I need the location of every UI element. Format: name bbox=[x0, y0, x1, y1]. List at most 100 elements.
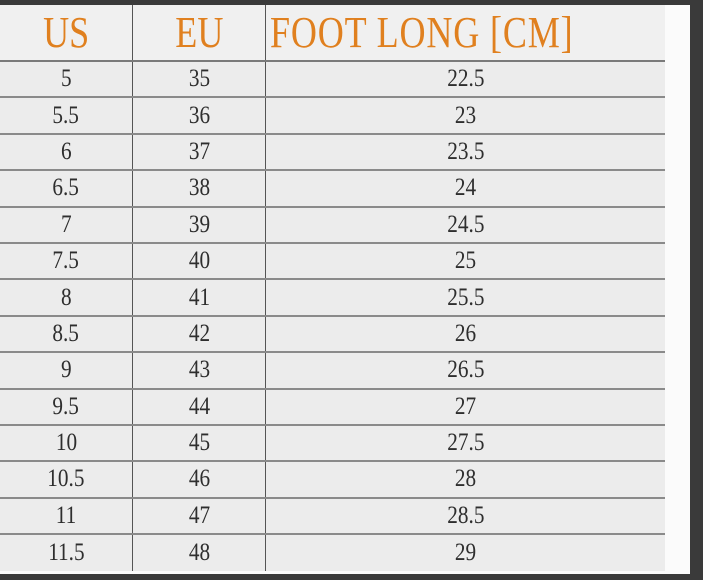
cell-eu: 47 bbox=[133, 498, 266, 534]
cell-eu: 41 bbox=[133, 280, 266, 315]
table-row: 8 41 25.5 bbox=[0, 280, 665, 317]
cell-us-value: 7.5 bbox=[52, 247, 80, 275]
cell-eu: 37 bbox=[133, 134, 266, 170]
cell-us: 10.5 bbox=[0, 462, 133, 497]
cell-cm: 23 bbox=[266, 98, 665, 132]
header-us: US bbox=[0, 5, 133, 60]
table-row: 9.5 44 27 bbox=[0, 389, 665, 426]
cell-us: 6 bbox=[0, 134, 133, 170]
cell-us-value: 9.5 bbox=[52, 392, 80, 420]
cell-cm-value: 23.5 bbox=[446, 137, 485, 165]
cell-eu-value: 37 bbox=[188, 137, 210, 165]
table-row: 5 35 22.5 bbox=[0, 62, 665, 99]
cell-eu-value: 45 bbox=[188, 429, 210, 457]
size-chart-sheet: US EU FOOT LONG [CM] 5 35 22.5 5.5 36 23 6 37 23… bbox=[0, 5, 690, 574]
cell-eu-value: 47 bbox=[188, 501, 210, 529]
cell-cm: 27 bbox=[266, 390, 665, 424]
cell-cm-value: 24 bbox=[454, 174, 477, 202]
cell-us-value: 6.5 bbox=[52, 174, 80, 202]
cell-us: 5.5 bbox=[0, 98, 133, 133]
cell-eu: 45 bbox=[133, 425, 266, 461]
cell-eu-value: 36 bbox=[188, 101, 210, 129]
cell-eu-value: 43 bbox=[188, 356, 210, 384]
cell-eu: 40 bbox=[133, 243, 266, 279]
cell-cm-value: 28 bbox=[454, 465, 477, 493]
cell-cm: 29 bbox=[266, 535, 665, 571]
cell-us: 7 bbox=[0, 207, 133, 242]
cell-eu: 42 bbox=[133, 316, 266, 352]
cell-cm: 24.5 bbox=[266, 208, 665, 242]
cell-us-value: 11 bbox=[55, 501, 77, 529]
cell-cm: 25 bbox=[266, 244, 665, 278]
cell-us-value: 8 bbox=[60, 283, 72, 311]
cell-us: 8 bbox=[0, 280, 133, 315]
cell-cm-value: 27 bbox=[454, 392, 477, 420]
cell-eu: 38 bbox=[133, 171, 266, 206]
header-row: US EU FOOT LONG [CM] bbox=[0, 5, 665, 62]
cell-cm-value: 26.5 bbox=[446, 356, 485, 384]
table-row: 6.5 38 24 bbox=[0, 171, 665, 208]
cell-eu-value: 46 bbox=[188, 465, 210, 493]
cell-cm: 23.5 bbox=[266, 135, 665, 169]
table-row: 7.5 40 25 bbox=[0, 243, 665, 281]
cell-cm-value: 25.5 bbox=[446, 283, 485, 311]
cell-eu-value: 41 bbox=[188, 283, 210, 311]
cell-us-value: 10 bbox=[55, 429, 77, 457]
cell-cm: 27.5 bbox=[266, 426, 665, 460]
cell-eu: 39 bbox=[133, 207, 266, 242]
header-eu: EU bbox=[133, 5, 266, 60]
cell-us: 6.5 bbox=[0, 171, 133, 206]
cell-cm: 26.5 bbox=[266, 353, 665, 387]
cell-eu: 36 bbox=[133, 98, 266, 133]
cell-eu: 43 bbox=[133, 353, 266, 388]
cell-us: 5 bbox=[0, 62, 133, 97]
cell-eu: 48 bbox=[133, 535, 266, 572]
cell-eu-value: 38 bbox=[188, 174, 210, 202]
cell-us: 11 bbox=[0, 498, 133, 534]
cell-eu: 35 bbox=[133, 62, 266, 97]
cell-cm-value: 29 bbox=[454, 539, 477, 567]
cell-cm-value: 27.5 bbox=[446, 429, 485, 457]
table-row: 7 39 24.5 bbox=[0, 207, 665, 244]
cell-cm-value: 24.5 bbox=[446, 210, 485, 238]
table-row: 11 47 28.5 bbox=[0, 498, 665, 536]
cell-cm: 26 bbox=[266, 317, 665, 351]
cell-cm-value: 22.5 bbox=[446, 65, 485, 93]
cell-us: 7.5 bbox=[0, 243, 133, 279]
cell-us-value: 7 bbox=[60, 210, 72, 238]
header-foot-long: FOOT LONG [CM] bbox=[266, 5, 665, 60]
cell-cm: 22.5 bbox=[266, 62, 665, 96]
cell-eu-value: 48 bbox=[188, 539, 210, 567]
cell-cm: 25.5 bbox=[266, 280, 665, 314]
table-row: 10 45 27.5 bbox=[0, 425, 665, 463]
cell-us-value: 5 bbox=[60, 65, 72, 93]
size-chart-table: US EU FOOT LONG [CM] 5 35 22.5 5.5 36 23 6 37 23… bbox=[0, 5, 665, 572]
cell-us: 9.5 bbox=[0, 389, 133, 424]
cell-eu-value: 35 bbox=[188, 65, 210, 93]
cell-cm-value: 28.5 bbox=[446, 501, 485, 529]
table-row: 8.5 42 26 bbox=[0, 316, 665, 354]
cell-eu-value: 42 bbox=[188, 319, 210, 347]
cell-eu-value: 39 bbox=[188, 210, 210, 238]
cell-us: 8.5 bbox=[0, 316, 133, 352]
cell-cm: 24 bbox=[266, 171, 665, 205]
cell-us-value: 9 bbox=[60, 356, 72, 384]
table-row: 9 43 26.5 bbox=[0, 353, 665, 390]
cell-eu: 44 bbox=[133, 389, 266, 424]
table-row: 6 37 23.5 bbox=[0, 134, 665, 172]
cell-us: 10 bbox=[0, 425, 133, 461]
header-us-label: US bbox=[42, 8, 90, 57]
cell-us-value: 8.5 bbox=[52, 319, 80, 347]
table-row: 11.5 48 29 bbox=[0, 535, 665, 572]
cell-cm-value: 25 bbox=[454, 247, 477, 275]
cell-cm: 28.5 bbox=[266, 499, 665, 533]
header-eu-label: EU bbox=[174, 8, 224, 57]
cell-cm-value: 23 bbox=[454, 101, 477, 129]
cell-cm-value: 26 bbox=[454, 319, 477, 347]
cell-eu-value: 44 bbox=[188, 392, 210, 420]
cell-us: 11.5 bbox=[0, 535, 133, 572]
cell-us-value: 6 bbox=[60, 137, 72, 165]
header-foot-label: FOOT LONG [CM] bbox=[270, 8, 574, 57]
cell-us-value: 5.5 bbox=[52, 101, 80, 129]
cell-eu-value: 40 bbox=[188, 247, 210, 275]
